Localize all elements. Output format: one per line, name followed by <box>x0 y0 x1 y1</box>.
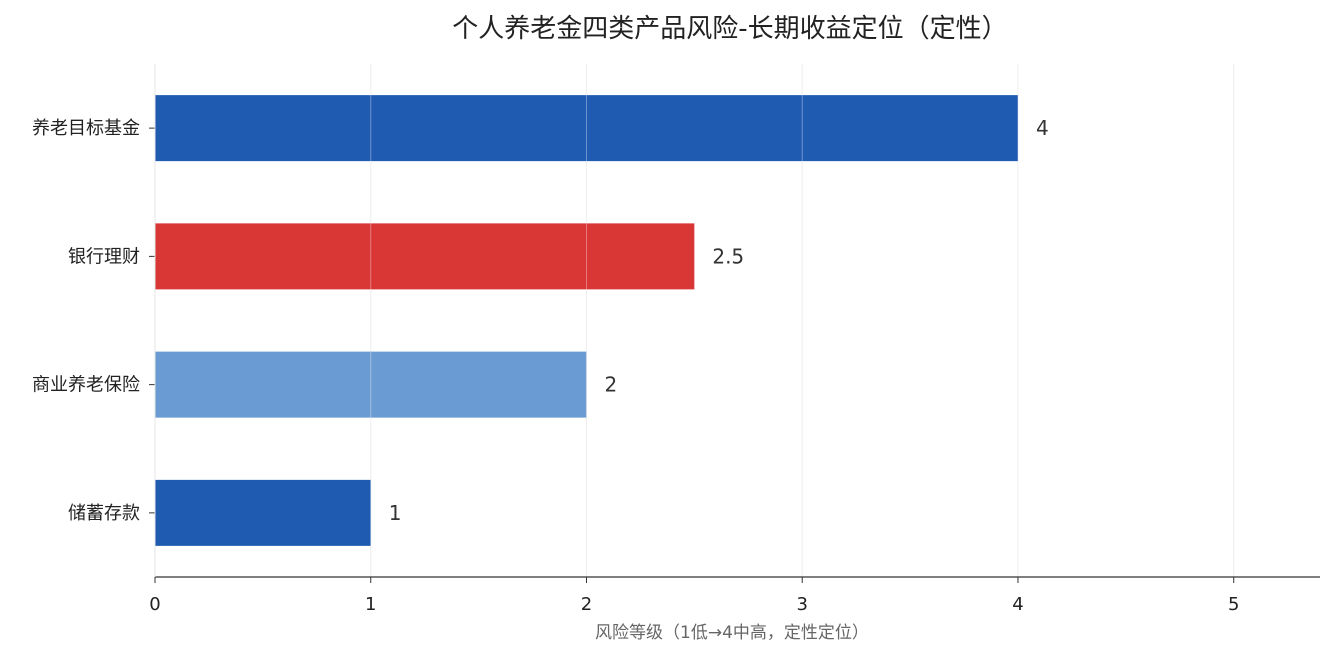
bar-1 <box>155 223 695 290</box>
value-label-2: 2 <box>604 373 617 397</box>
x-tick-label-0: 0 <box>149 594 160 615</box>
chart-title: 个人养老金四类产品风险-长期收益定位（定性） <box>452 14 1007 44</box>
axis-layer <box>149 64 1320 583</box>
y-tick-label-1: 银行理财 <box>68 246 140 267</box>
y-tick-label-3: 储蓄存款 <box>68 503 140 524</box>
x-tick-label-3: 3 <box>796 594 807 615</box>
x-tick-label-4: 4 <box>1012 594 1023 615</box>
x-tick-label-5: 5 <box>1228 594 1239 615</box>
bar-2 <box>155 351 587 418</box>
x-tick-label-2: 2 <box>581 594 592 615</box>
overlay-grid-layer <box>370 64 1235 577</box>
bar-layer <box>155 95 1018 546</box>
x-tick-label-1: 1 <box>365 594 376 615</box>
value-label-3: 1 <box>389 501 402 525</box>
bar-3 <box>155 479 371 546</box>
y-tick-label-0: 养老目标基金 <box>32 118 140 139</box>
y-tick-label-2: 商业养老保险 <box>32 375 140 396</box>
x-axis-label: 风险等级（1低→4中高，定性定位） <box>595 623 869 643</box>
label-layer: 4 养老目标基金 2.5 银行理财 2 商业养老保险 1 储蓄存款 0 1 2 3 4 5 <box>32 116 1239 615</box>
value-label-0: 4 <box>1036 116 1049 140</box>
bar-0 <box>155 95 1018 162</box>
value-label-1: 2.5 <box>712 244 744 268</box>
